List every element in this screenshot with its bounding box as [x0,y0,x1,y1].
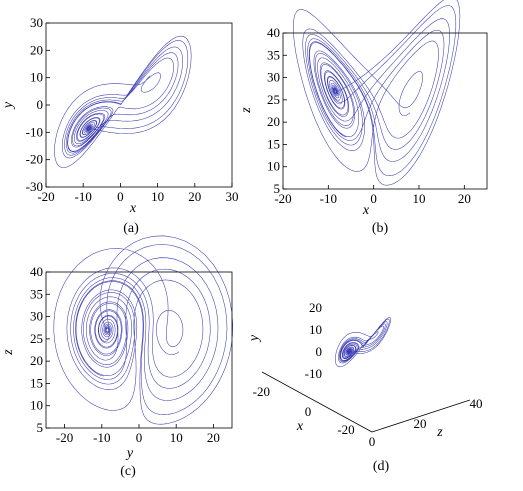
xtick-label: 0 [117,189,124,204]
xtick-label: -20 [56,430,73,445]
ytick-label: 10 [267,159,280,174]
plot-frame-a [45,22,233,188]
ytick-label: 25 [267,92,280,107]
ytick-label: 15 [30,375,43,390]
ytick-label: 20 [30,42,43,57]
ylabel-d: y [247,334,262,343]
xtick-label: 10 [170,430,183,445]
ytick-label: 30 [30,309,43,324]
ytick-label: 40 [30,264,43,279]
xtick-label: 10 [151,189,164,204]
ytick-label: 20 [30,353,43,368]
ytick-label: 30 [267,70,280,85]
trajectory-c [53,235,234,425]
xtick-label: 0 [305,404,312,419]
ytick-label: 10 [30,70,43,85]
caption-a: (a) [123,221,139,236]
xtick-label: -10 [320,191,337,206]
ytick-label: 35 [30,286,43,301]
ytick-label: 20 [309,300,322,315]
ztick-label: 20 [414,416,427,431]
ytick-label: 10 [309,322,322,337]
xtick-label: 10 [413,191,426,206]
axis-line-d-left [261,371,373,433]
ticks-d: 20 10 0 -10 -20 0 -20 0 20 40 [253,300,483,449]
ytick-label: 25 [30,331,43,346]
xtick-label: 20 [458,191,471,206]
xtick-label: -10 [75,189,92,204]
panel-d: 20 10 0 -10 -20 0 -20 0 20 40 x y z (d) [247,300,483,474]
xtick-label: -20 [337,422,354,437]
ylabel-b: z [239,107,254,114]
ztick-label: 40 [470,396,483,411]
ytick-label: 30 [30,15,43,30]
xtick-label: -20 [274,191,291,206]
xlabel-b: x [362,203,370,218]
ytick-label: 0 [37,97,44,112]
zlabel-d: z [436,425,443,440]
ytick-label: 10 [30,398,43,413]
trajectory-b [293,0,461,186]
caption-c: (c) [120,464,136,479]
xtick-label: 0 [370,191,377,206]
ytick-label: 35 [267,47,280,62]
ytick-label: 15 [267,136,280,151]
xtick-label: 30 [226,189,239,204]
ytick-label: -20 [26,152,43,167]
xlabel-d: x [296,419,304,434]
ytick-label: -10 [26,124,43,139]
ticks-b: -20 -10 0 10 20 5 10 15 20 25 30 35 40 [267,25,471,206]
xtick-label: 0 [136,430,143,445]
panel-c: -20 -10 0 10 20 5 10 15 20 25 30 35 40 y z (c) [1,235,234,479]
ytick-label: 20 [267,114,280,129]
ytick-label: -10 [305,366,322,381]
xlabel-a: x [129,201,137,216]
xtick-label: -10 [93,430,110,445]
axis-line-d-right [371,399,471,433]
trajectory-a [54,35,192,168]
panel-b: -20 -10 0 10 20 5 10 15 20 25 30 35 40 x z (b) [239,0,488,236]
ytick-label: -30 [26,179,43,194]
ytick-label: 0 [316,344,323,359]
trajectory-d [335,317,391,368]
xtick-label: -20 [253,384,270,399]
xtick-label: -20 [37,189,54,204]
ztick-label: 0 [369,434,376,449]
ytick-label: 40 [267,25,280,40]
plot-frame-b [282,32,488,190]
ytick-label: 5 [274,181,281,196]
xlabel-c: y [125,446,134,461]
ticks-c: -20 -10 0 10 20 5 10 15 20 25 30 35 40 [30,264,220,445]
xtick-label: 20 [188,189,201,204]
ylabel-c: z [1,349,16,356]
caption-b: (b) [372,221,389,236]
ylabel-a: y [1,101,16,110]
xtick-label: 20 [207,430,220,445]
ytick-label: 5 [37,420,44,435]
caption-d: (d) [373,459,390,474]
